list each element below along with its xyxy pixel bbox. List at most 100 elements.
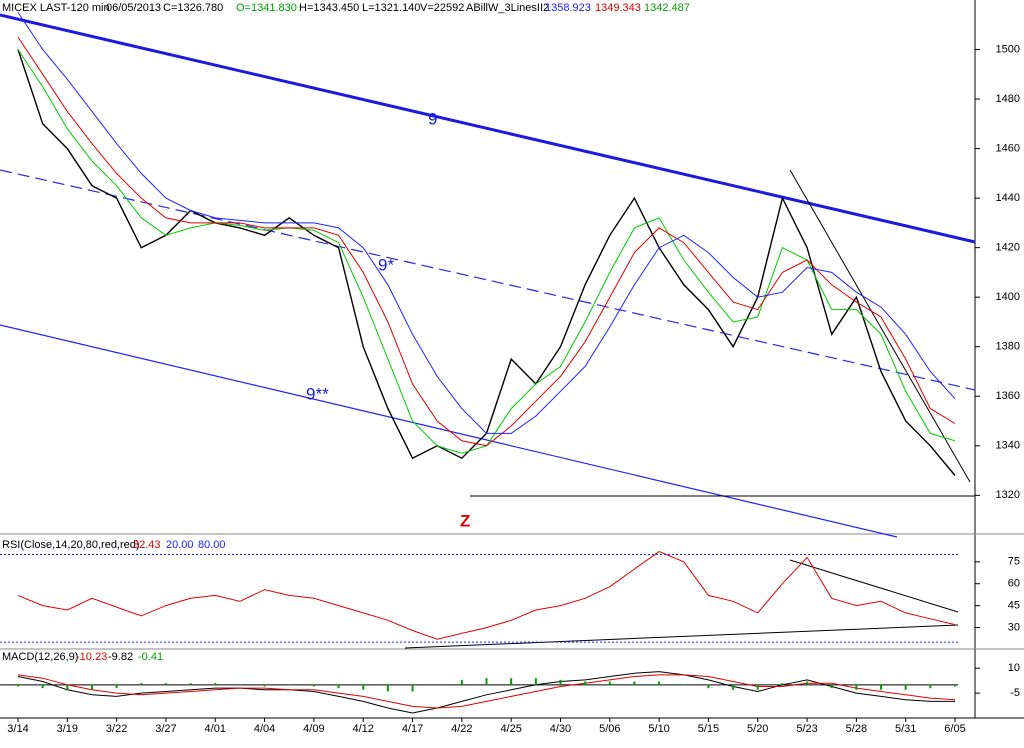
indicator-value: 1342.487 [644,2,690,14]
x-tick-label: 5/15 [698,723,719,735]
y-tick-label: -5 [1010,687,1020,699]
y-tick-label: 1320 [996,489,1020,501]
x-tick-label: 4/12 [352,723,373,735]
histogram-bar [707,684,710,689]
x-tick-label: 4/25 [500,723,521,735]
histogram-bar [41,684,44,689]
histogram-bar [559,679,562,685]
rsi-value: 20.00 [166,539,194,551]
x-tick-label: 5/06 [599,723,620,735]
annotation: Z [460,511,470,530]
x-tick-label: 5/31 [895,723,916,735]
histogram-bar [510,678,513,685]
histogram-bar [164,683,167,685]
histogram-bar [880,684,883,690]
indicator-name: ABillW_3LinesII2 [466,2,549,14]
x-tick-label: 5/23 [796,723,817,735]
histogram-bar [17,684,19,687]
rsi-trend-line [789,559,959,613]
annotation: 9* [378,255,394,274]
histogram-bar [214,683,217,685]
histogram-bar [288,684,291,686]
histogram-bar [115,684,118,689]
histogram-bar [806,681,809,685]
x-tick-label: 6/05 [944,723,965,735]
histogram-bar [756,684,759,690]
x-tick-label: 5/20 [747,723,768,735]
histogram-bar [904,684,907,690]
macd-value: -0.41 [138,651,163,663]
histogram-bar [954,684,956,687]
chart-title: MICEX LAST-120 min [2,2,110,14]
histogram-bar [830,684,833,689]
y-tick-label: 1380 [996,341,1020,353]
y-tick-label: 1460 [996,143,1020,155]
x-tick-label: 3/22 [106,723,127,735]
series-line [17,674,956,709]
indicator-value: 1349.343 [595,2,641,14]
histogram-bar [608,681,611,685]
histogram-bar [238,684,241,686]
histogram-bar [337,684,340,689]
trend-line [0,324,898,538]
macd-value: -9.82 [108,651,133,663]
series-line [17,36,956,447]
histogram-bar [855,684,858,690]
macd-value: -10.23 [76,651,107,663]
y-tick-label: 1440 [996,192,1020,204]
histogram-bar [263,684,266,687]
histogram-bar [658,681,661,685]
y-tick-label: 1400 [996,291,1020,303]
histogram-bar [485,678,488,685]
series-line [17,12,956,434]
histogram-bar [682,684,685,686]
rsi-value: 32.43 [133,539,161,551]
histogram-bar [140,683,143,685]
histogram-bar [460,679,463,685]
quote: H=1343.450 [299,2,359,14]
trend-line [0,13,976,244]
histogram-bar [90,684,93,690]
x-tick-label: 4/22 [451,723,472,735]
x-tick-label: 5/10 [648,723,669,735]
x-tick-label: 3/19 [57,723,78,735]
quote: C=1326.780 [163,2,223,14]
annotation: 9 [428,109,437,128]
histogram-bar [312,684,315,687]
annotation: 9** [306,384,329,403]
quote: L=1321.140 [362,2,420,14]
indicator-value: 1358.923 [545,2,591,14]
histogram-bar [534,678,537,685]
x-tick-label: 4/01 [205,723,226,735]
rsi-title: RSI(Close,14,20,80,red,red) [2,539,140,551]
rsi-value: 80.00 [198,539,226,551]
histogram-bar [436,684,439,686]
y-tick-label: 1340 [996,440,1020,452]
x-tick-label: 4/09 [303,723,324,735]
y-tick-label: 75 [1008,556,1020,568]
x-tick-label: 5/28 [846,723,867,735]
histogram-bar [732,684,735,690]
series-line [17,551,956,640]
histogram-bar [411,684,414,692]
x-tick-label: 4/30 [550,723,571,735]
histogram-bar [633,681,636,685]
date: 06/05/2013 [106,2,161,14]
histogram-bar [189,683,192,685]
y-tick-label: 30 [1008,621,1020,633]
histogram-bar [781,683,784,685]
x-tick-label: 4/17 [402,723,423,735]
quote: O=1341.830 [236,2,297,14]
y-tick-label: 60 [1008,578,1020,590]
y-tick-label: 10 [1008,662,1020,674]
trend-line [789,169,971,483]
trend-line [0,169,976,391]
rsi-trend-line [404,624,959,649]
y-tick-label: 1360 [996,390,1020,402]
histogram-bar [584,681,587,685]
macd-title: MACD(12,26,9) [2,651,78,663]
x-tick-label: 3/14 [7,723,28,735]
